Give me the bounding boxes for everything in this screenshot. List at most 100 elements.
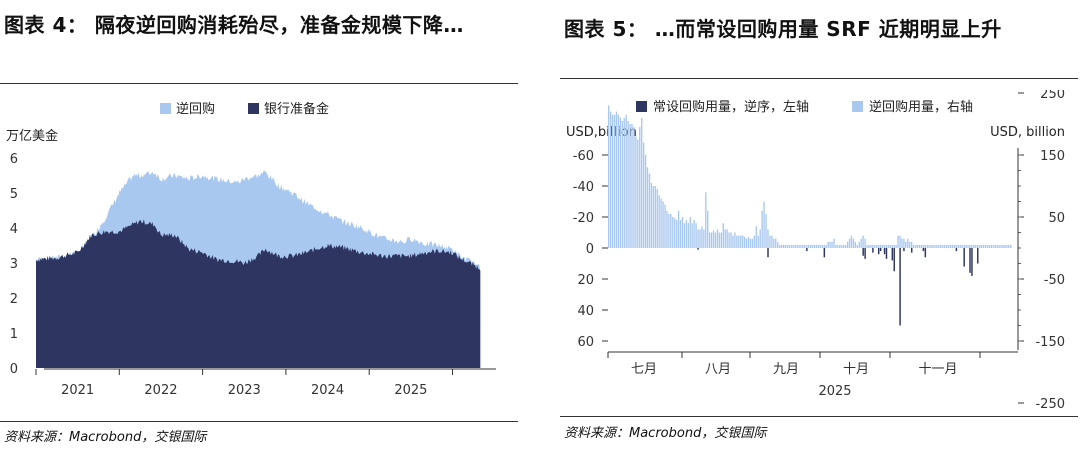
bar-rrp (870, 244, 872, 248)
bar-rrp (683, 223, 686, 248)
bar-rrp (749, 238, 752, 248)
bar-rrp (978, 244, 981, 248)
legend-swatch-rrp (852, 101, 863, 112)
bar-rrp (988, 244, 991, 248)
bar-rrp (740, 235, 742, 248)
bar-rrp (850, 235, 853, 248)
bar-rrp (819, 244, 822, 248)
bar-rrp (862, 235, 864, 248)
bar-rrp (619, 117, 622, 248)
bar-rrp (728, 232, 730, 248)
right-y-tick-label: 250 (1040, 90, 1065, 102)
bar-rrp (623, 117, 625, 248)
bar-rrp (815, 244, 818, 248)
bar-srf (922, 248, 925, 252)
bar-rrp (899, 235, 901, 248)
bar-rrp (953, 244, 956, 248)
y-tick-label: 4 (10, 222, 18, 237)
y-tick-label: 6 (10, 152, 18, 167)
x-tick-label: 2024 (311, 383, 344, 398)
bar-rrp (691, 223, 693, 248)
bar-rrp (672, 217, 674, 248)
bar-rrp (949, 244, 952, 248)
bar-rrp (961, 244, 963, 248)
bar-rrp (796, 244, 798, 248)
bar-rrp (738, 235, 740, 248)
bar-rrp (998, 244, 1000, 248)
bar-rrp (893, 244, 895, 248)
bar-rrp (928, 244, 930, 248)
bar-rrp (813, 244, 816, 248)
bar-rrp (761, 210, 763, 248)
bar-rrp (924, 244, 926, 248)
bar-rrp (980, 244, 983, 248)
y-tick-label: 0 (10, 362, 18, 377)
bar-rrp (716, 229, 719, 248)
bar-srf (971, 248, 973, 276)
left-axis-unit-label: USD,billion (566, 125, 637, 140)
bar-rrp (668, 213, 670, 248)
bar-rrp (639, 127, 641, 248)
right-y-tick-label: 150 (1040, 149, 1065, 164)
bar-rrp (734, 232, 736, 248)
bar-rrp (703, 229, 705, 248)
bar-rrp (712, 230, 715, 248)
x-tick-label: 2022 (144, 383, 177, 398)
bar-rrp (710, 232, 713, 248)
bar-rrp (776, 241, 779, 248)
bar-rrp (877, 244, 880, 248)
bar-rrp (788, 244, 790, 248)
bar-rrp (806, 244, 808, 248)
bar-rrp (681, 217, 684, 248)
right-y-tick-label: 50 (1048, 211, 1065, 226)
bar-rrp (942, 244, 944, 248)
bar-srf (955, 248, 958, 252)
bar-rrp (973, 244, 975, 248)
bar-srf (767, 248, 769, 258)
bar-rrp (971, 244, 973, 248)
bar-rrp (629, 124, 631, 248)
divider-bottom-right (560, 416, 1078, 417)
y-tick-label: 1 (10, 327, 18, 342)
bar-rrp (695, 223, 697, 248)
divider-bottom-left (0, 421, 518, 422)
bar-rrp (736, 235, 738, 248)
bar-rrp (835, 244, 837, 248)
dual-axis-bar-chart: 常设回购用量，逆序，左轴 逆回购用量，右轴 USD,billion USD, bill… (566, 90, 1065, 410)
bar-rrp (615, 111, 618, 248)
bar-rrp (767, 229, 769, 248)
x-tick-label: 2023 (228, 383, 261, 398)
bar-rrp (868, 244, 870, 248)
x-tick-label: 八月 (705, 362, 731, 377)
bar-rrp (670, 213, 672, 248)
bar-rrp (701, 226, 703, 248)
bar-rrp (778, 244, 781, 248)
bar-rrp (848, 238, 851, 248)
bar-rrp (1000, 244, 1002, 248)
bar-rrp (720, 232, 723, 248)
bar-rrp (926, 244, 928, 248)
bar-rrp (996, 244, 998, 248)
bar-srf (963, 248, 965, 267)
bar-rrp (967, 244, 969, 248)
bar-srf (911, 248, 913, 253)
bar-rrp (685, 220, 688, 248)
bar-srf (877, 248, 880, 255)
bar-rrp (831, 241, 833, 248)
bar-rrp (852, 238, 855, 248)
bar-rrp (742, 235, 744, 248)
bar-rrp (907, 238, 909, 248)
bar-rrp (811, 244, 814, 248)
y-tick-label: 5 (10, 187, 18, 202)
bar-rrp (775, 238, 777, 248)
bar-rrp (648, 173, 651, 248)
bar-rrp (866, 244, 868, 248)
bar-rrp (705, 192, 707, 248)
bar-rrp (810, 244, 812, 248)
bar-srf (879, 248, 882, 252)
x-tick-label: 九月 (773, 362, 799, 377)
bar-rrp (932, 244, 934, 248)
bar-rrp (794, 244, 796, 248)
bar-rrp (771, 235, 773, 248)
